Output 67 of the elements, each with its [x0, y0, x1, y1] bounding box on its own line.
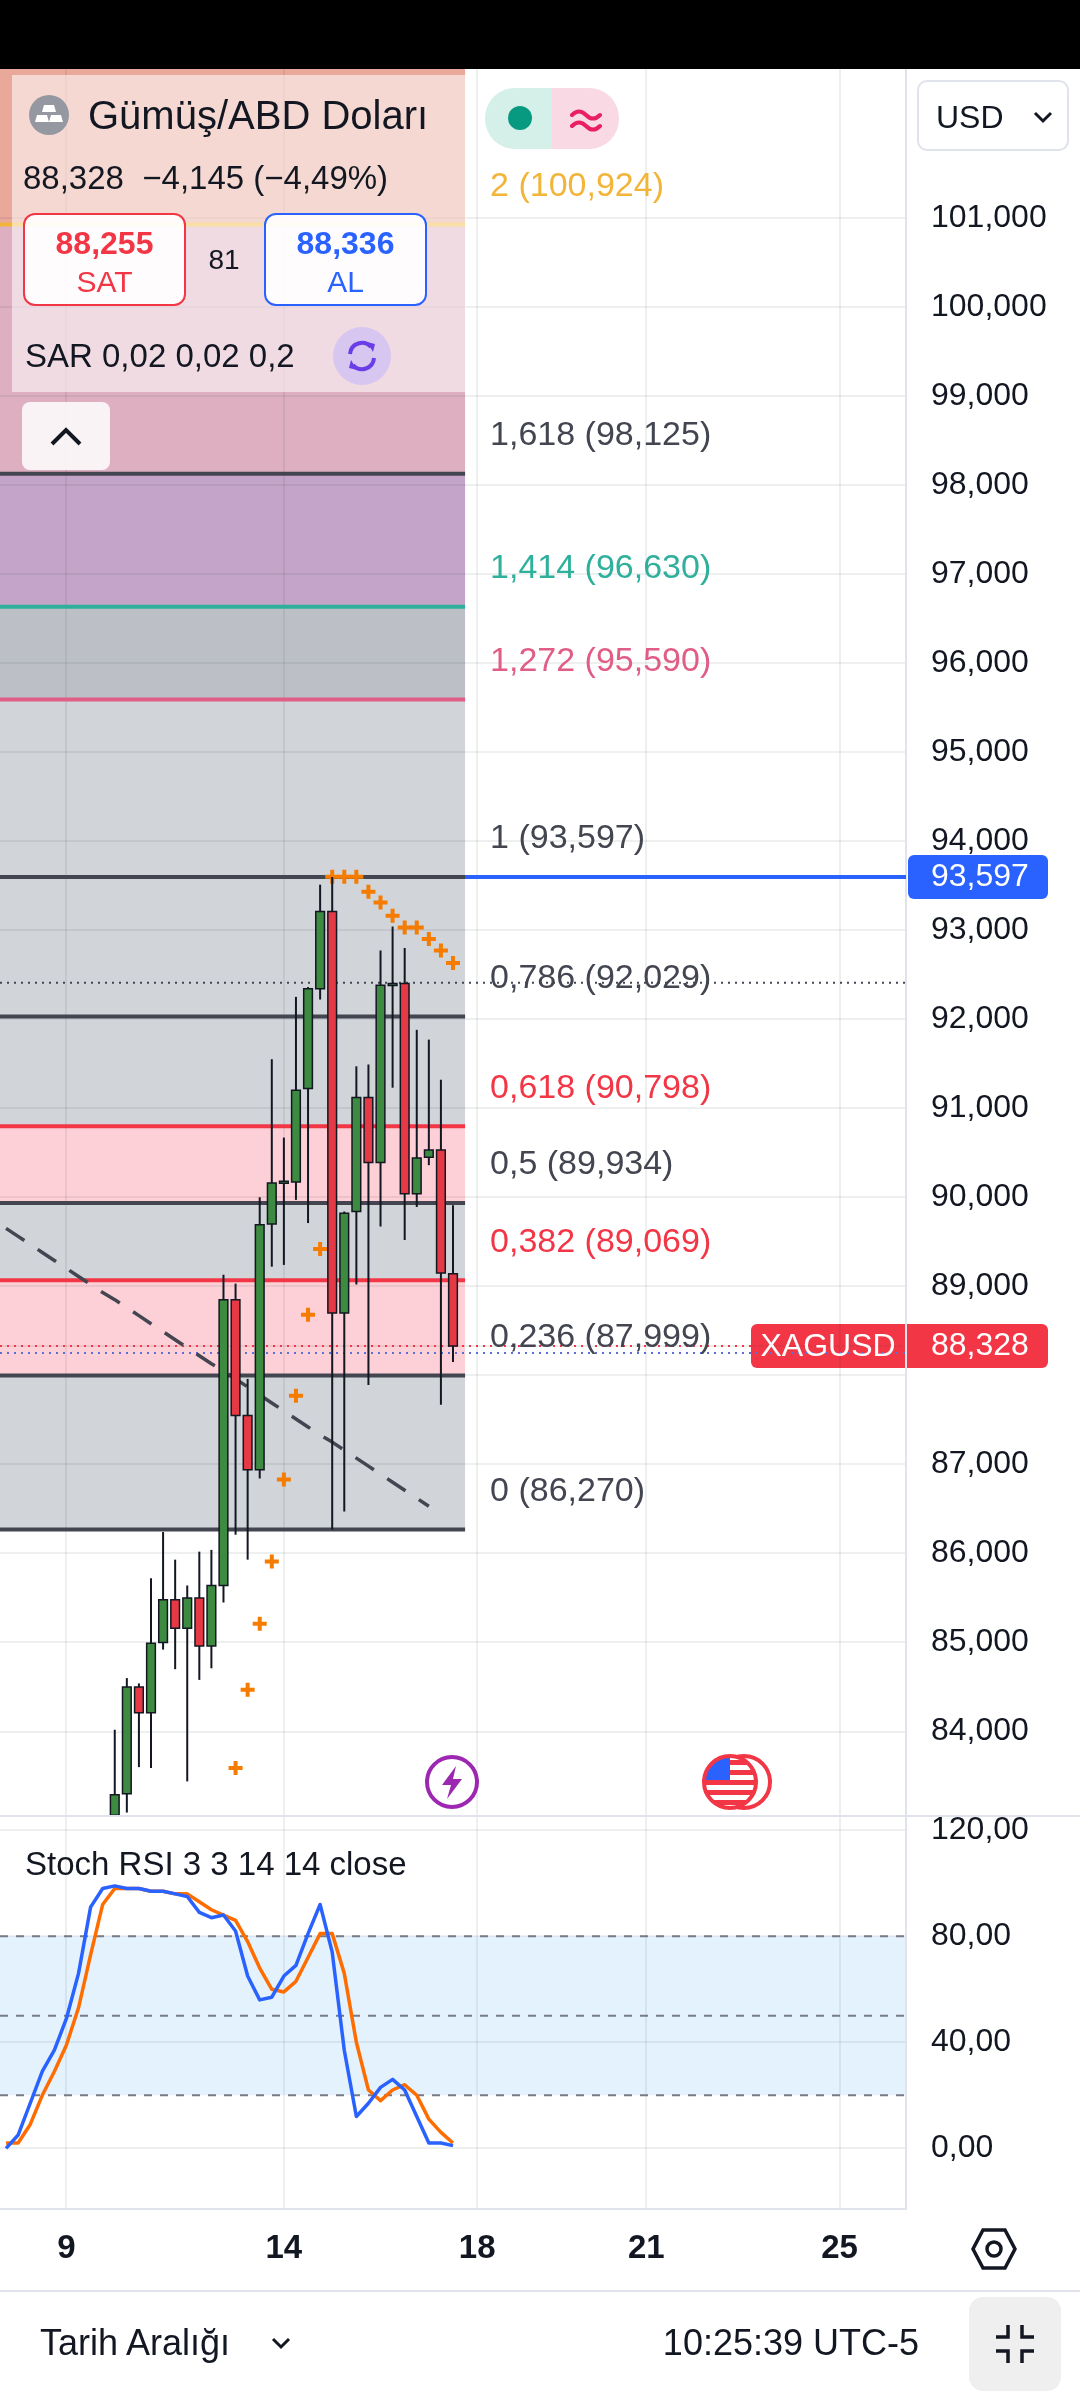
annotation: SAR 0,02 0,02 0,2 — [25, 337, 295, 375]
point — [347, 867, 366, 886]
point — [371, 893, 390, 912]
point — [299, 1305, 318, 1324]
ref-line-label: 1,618 (98,125) — [490, 414, 712, 453]
ref-line-label: 0,382 (89,069) — [490, 1220, 712, 1259]
y-tick-label: 85,000 — [931, 1622, 1029, 1659]
ref-line-label: 0,5 (89,934) — [490, 1143, 674, 1182]
x-tick-label: 18 — [458, 2227, 496, 2265]
annotation: 88,255 — [54, 225, 155, 262]
y-tick-label: 95,000 — [931, 731, 1029, 768]
y-tick-label: 40,00 — [931, 2022, 1012, 2059]
legend-label: 2 (100,924) — [490, 164, 664, 203]
point — [274, 1470, 293, 1489]
point — [407, 918, 426, 937]
text: Tarih Aralığı — [40, 2322, 231, 2364]
sell-button: 88,255 SAT — [23, 213, 186, 306]
x-tick-label: 21 — [627, 2227, 665, 2265]
ref-line-label: 0,236 (87,999) — [490, 1315, 712, 1354]
point — [238, 1680, 257, 1699]
point — [250, 1614, 269, 1633]
text: 88,328 −4,145 (−4,49%) — [23, 159, 389, 197]
point — [383, 906, 402, 925]
annotation: 88,336 — [295, 225, 396, 262]
y-tick-label: 91,000 — [931, 1088, 1029, 1125]
ref-line-label: 1,272 (95,590) — [490, 639, 712, 678]
text: Gümüş/ABD Doları — [88, 92, 429, 138]
y-tick-label: 120,00 — [931, 1810, 1029, 1847]
y-tick-label: 88,328 — [931, 1325, 1029, 1362]
ref-line-label: 0,618 (90,798) — [490, 1066, 712, 1105]
y-tick-label: 84,000 — [931, 1711, 1029, 1748]
annotation: SAT — [75, 265, 134, 300]
text: 10:25:39 UTC-5 — [662, 2322, 919, 2364]
y-tick-label: 90,000 — [931, 1177, 1029, 1214]
y-tick-label: 99,000 — [931, 375, 1029, 412]
y-tick-label: 97,000 — [931, 553, 1029, 590]
point — [286, 1386, 305, 1405]
y-tick-label: 94,000 — [931, 820, 1029, 857]
y-tick-label: 89,000 — [931, 1266, 1029, 1303]
point — [431, 941, 450, 960]
y-tick-label: 92,000 — [931, 998, 1029, 1035]
x-tick-label: 25 — [821, 2227, 858, 2265]
y-tick-label: 101,000 — [931, 197, 1047, 234]
annotation: AL — [326, 265, 365, 300]
y-tick-label: 93,597 — [931, 856, 1029, 893]
annotation: 81 — [207, 244, 241, 277]
y-tick-label: 98,000 — [931, 464, 1029, 501]
y-tick-label: 80,00 — [931, 1916, 1012, 1953]
ref-line-label: 0 (86,270) — [490, 1469, 646, 1508]
ref-line-label: 1 (93,597) — [490, 817, 646, 856]
point — [262, 1552, 281, 1571]
currency-dropdown: USD — [917, 80, 1069, 151]
ref-line-label: 1,414 (96,630) — [490, 547, 712, 586]
annotation: XAGUSD — [760, 1326, 896, 1363]
y-tick-label: 87,000 — [931, 1444, 1029, 1481]
y-tick-label: 100,000 — [931, 286, 1047, 323]
buy-button: 88,336 AL — [264, 213, 427, 306]
line-series — [4, 1226, 431, 1508]
ref-line-label: 0,786 (92,029) — [490, 956, 712, 995]
text: Stoch RSI 3 3 14 14 close — [25, 1845, 407, 1883]
y-tick-label: 93,000 — [931, 909, 1029, 946]
x-tick-label: 14 — [265, 2227, 303, 2265]
x-tick-label: 9 — [57, 2227, 76, 2265]
y-tick-label: 86,000 — [931, 1533, 1029, 1570]
point — [359, 882, 378, 901]
y-tick-label: 96,000 — [931, 642, 1029, 679]
y-tick-label: 0,00 — [931, 2128, 994, 2165]
